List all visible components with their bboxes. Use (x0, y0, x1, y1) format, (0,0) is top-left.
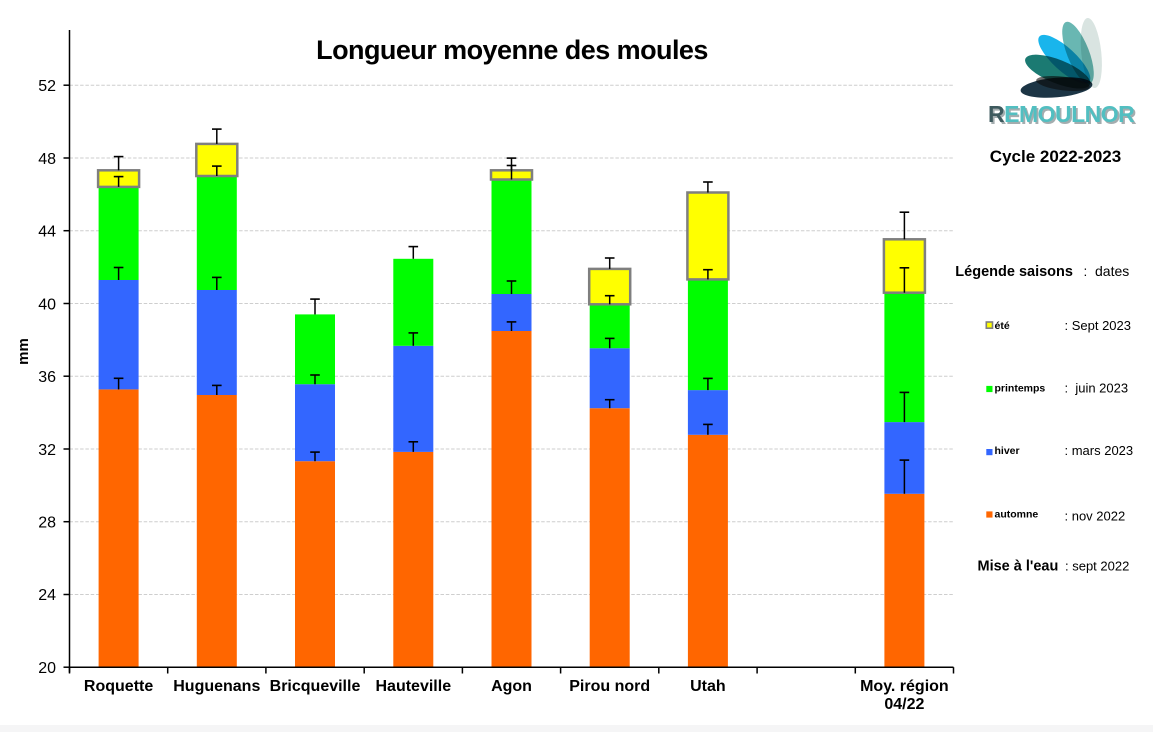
svg-text:40: 40 (38, 296, 56, 313)
svg-text:: nov 2022: : nov 2022 (1065, 508, 1126, 523)
svg-text:: juin 2023: : juin 2023 (1065, 380, 1129, 395)
svg-text::: : (1084, 264, 1088, 279)
svg-text:Moy. région: Moy. région (860, 678, 949, 695)
svg-text:automne: automne (995, 509, 1039, 521)
svg-text:REMOULNOR: REMOULNOR (990, 103, 1137, 129)
svg-text:Légende saisons: Légende saisons (955, 264, 1073, 280)
svg-text:36: 36 (38, 369, 56, 386)
svg-text:Hauteville: Hauteville (376, 678, 452, 695)
svg-text:24: 24 (38, 587, 56, 604)
svg-text:32: 32 (38, 442, 56, 459)
svg-text:REMOULNOR: REMOULNOR (988, 101, 1135, 127)
svg-text:Cycle 2022-2023: Cycle 2022-2023 (990, 147, 1121, 166)
svg-text:hiver: hiver (995, 445, 1020, 457)
svg-text:printemps: printemps (995, 382, 1046, 394)
svg-text:: mars 2023: : mars 2023 (1065, 443, 1134, 458)
svg-text:04/22: 04/22 (884, 696, 924, 713)
svg-text:28: 28 (38, 515, 56, 532)
svg-text:44: 44 (38, 224, 56, 241)
svg-text:Longueur moyenne des moules: Longueur moyenne des moules (316, 35, 708, 65)
svg-text:Pirou nord: Pirou nord (569, 678, 650, 695)
svg-text:Mise à l'eau: Mise à l'eau (978, 558, 1059, 574)
svg-text:Utah: Utah (690, 678, 726, 695)
svg-text:20: 20 (38, 660, 56, 677)
svg-text:mm: mm (15, 338, 32, 365)
svg-text:Huguenans: Huguenans (173, 678, 260, 695)
svg-text:Bricqueville: Bricqueville (270, 678, 361, 695)
svg-text:Roquette: Roquette (84, 678, 153, 695)
svg-text:: Sept 2023: : Sept 2023 (1065, 318, 1132, 333)
svg-text:été: été (995, 320, 1010, 332)
svg-text:: sept 2022: : sept 2022 (1065, 558, 1129, 573)
svg-text:dates: dates (1095, 263, 1129, 279)
svg-text:52: 52 (38, 78, 56, 95)
svg-text:Agon: Agon (491, 678, 532, 695)
svg-text:48: 48 (38, 151, 56, 168)
